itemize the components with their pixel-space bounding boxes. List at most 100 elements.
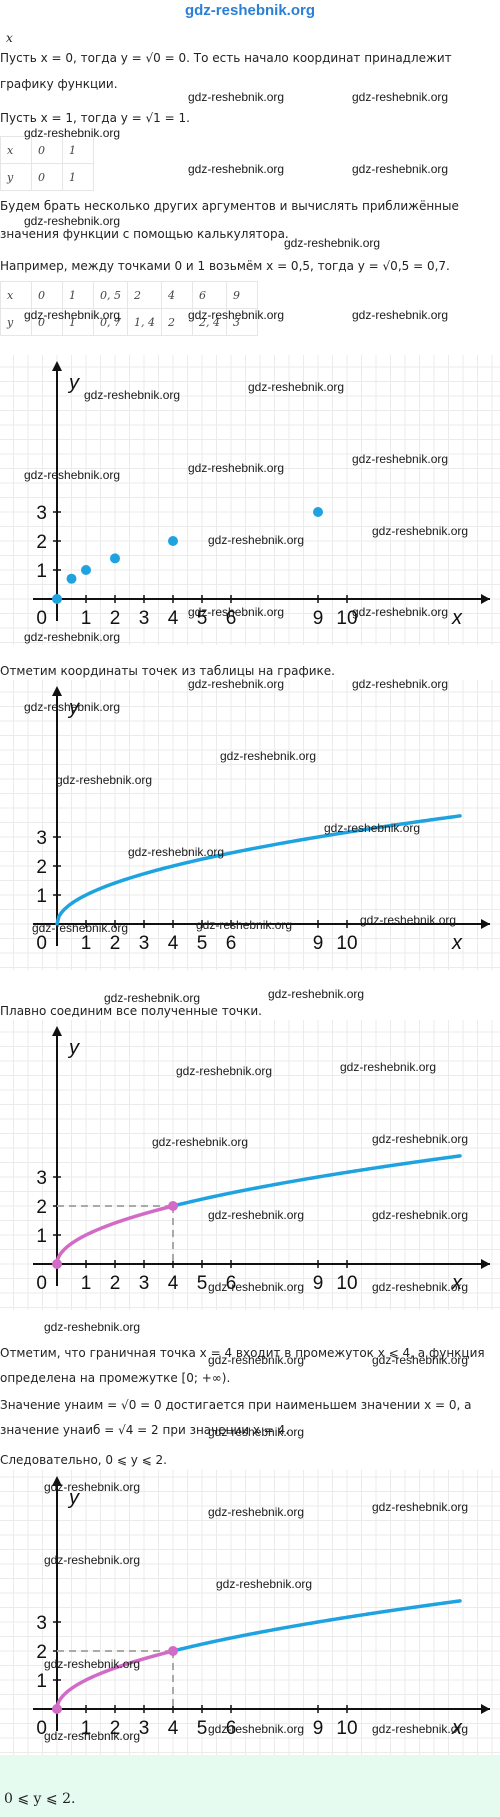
segment-endpoint	[52, 1704, 62, 1714]
watermark[interactable]: gdz-reshebnik.org	[216, 1577, 313, 1591]
x-tick-label: 1	[81, 933, 92, 954]
watermark[interactable]: gdz-reshebnik.org	[152, 1135, 249, 1149]
watermark[interactable]: gdz-reshebnik.org	[372, 1208, 469, 1222]
x-axis-arrow	[481, 919, 490, 929]
x-tick-label: 6	[226, 1273, 237, 1294]
table-heading-x: x	[6, 31, 13, 45]
watermark[interactable]: gdz-reshebnik.org	[372, 1722, 469, 1736]
watermark[interactable]: gdz-reshebnik.org	[208, 1353, 305, 1367]
watermark[interactable]: gdz-reshebnik.org	[208, 1505, 305, 1519]
watermark[interactable]: gdz-reshebnik.org	[24, 126, 121, 140]
watermark[interactable]: gdz-reshebnik.org	[352, 90, 449, 104]
x-tick-label: 6	[226, 608, 237, 629]
y-tick-label: 1	[36, 561, 47, 582]
watermark[interactable]: gdz-reshebnik.org	[32, 921, 129, 935]
watermark[interactable]: gdz-reshebnik.org	[352, 308, 449, 322]
x-tick-label: 3	[139, 933, 150, 954]
graph-segment: 1 2 3 4 5 6 9 10 1 2 3 0 x y	[0, 1020, 500, 1310]
watermark[interactable]: gdz-reshebnik.org	[24, 700, 121, 714]
watermark[interactable]: gdz-reshebnik.org	[196, 918, 293, 932]
table-cell: 0	[31, 308, 63, 336]
watermark[interactable]: gdz-reshebnik.org	[176, 1064, 273, 1078]
watermark[interactable]: gdz-reshebnik.org	[188, 308, 285, 322]
table-cell: 2, 4	[192, 308, 227, 336]
x-axis-arrow	[481, 1259, 490, 1269]
watermark[interactable]: gdz-reshebnik.org	[324, 821, 421, 835]
watermark[interactable]: gdz-reshebnik.org	[352, 605, 449, 619]
watermark[interactable]: gdz-reshebnik.org	[268, 987, 365, 1001]
watermark[interactable]: gdz-reshebnik.org	[208, 1280, 305, 1294]
answer-text: 0 ⩽ y ⩽ 2.	[4, 1791, 76, 1807]
watermark[interactable]: gdz-reshebnik.org	[128, 845, 225, 859]
table-row: x 0 1 0, 5 2 4 6 9	[0, 281, 258, 309]
watermark[interactable]: gdz-reshebnik.org	[56, 773, 153, 787]
watermark[interactable]: gdz-reshebnik.org	[208, 533, 305, 547]
x-tick-label: 6	[226, 1718, 237, 1739]
paragraph-x-one: Пусть x = 1, тогда y = √1 = 1.	[0, 111, 190, 125]
watermark[interactable]: gdz-reshebnik.org	[372, 524, 469, 538]
x-tick-label: 9	[313, 933, 324, 954]
data-point	[81, 565, 91, 575]
watermark[interactable]: gdz-reshebnik.org	[188, 90, 285, 104]
grid	[0, 680, 500, 970]
watermark[interactable]: gdz-reshebnik.org	[188, 162, 285, 176]
watermark[interactable]: gdz-reshebnik.org	[372, 1280, 469, 1294]
watermark[interactable]: gdz-reshebnik.org	[208, 1208, 305, 1222]
watermark[interactable]: gdz-reshebnik.org	[208, 1425, 305, 1439]
watermark[interactable]: gdz-reshebnik.org	[104, 991, 201, 1005]
x-axis-name: x	[451, 932, 463, 954]
table-cell: 0, 7	[93, 308, 128, 336]
grid	[0, 355, 500, 645]
watermark[interactable]: gdz-reshebnik.org	[372, 1353, 469, 1367]
function-curve-segment	[55, 1649, 175, 1711]
table-cell: 3	[226, 308, 258, 336]
watermark[interactable]: gdz-reshebnik.org	[24, 308, 121, 322]
watermark[interactable]: gdz-reshebnik.org	[352, 677, 449, 691]
watermark[interactable]: gdz-reshebnik.org	[360, 913, 457, 927]
watermark[interactable]: gdz-reshebnik.org	[188, 605, 285, 619]
watermark[interactable]: gdz-reshebnik.org	[44, 1553, 141, 1567]
watermark[interactable]: gdz-reshebnik.org	[220, 749, 317, 763]
paragraph-example: Например, между точками 0 и 1 возьмём x …	[0, 259, 450, 273]
x-tick-label: 6	[226, 933, 237, 954]
table-row: y 0 1	[0, 163, 94, 191]
y-axis-name: y	[67, 372, 80, 394]
watermark[interactable]: gdz-reshebnik.org	[24, 630, 121, 644]
watermark[interactable]: gdz-reshebnik.org	[24, 214, 121, 228]
paragraph-boundary-cont: определена на промежутке [0; +∞).	[0, 1371, 231, 1385]
origin-label: 0	[36, 1718, 47, 1739]
watermark[interactable]: gdz-reshebnik.org	[352, 452, 449, 466]
paragraph-boundary: Отметим, что граничная точка x = 4 входи…	[0, 1346, 485, 1360]
segment-endpoint	[168, 1646, 178, 1656]
data-point	[313, 507, 323, 517]
watermark[interactable]: gdz-reshebnik.org	[340, 1060, 437, 1074]
watermark[interactable]: gdz-reshebnik.org	[372, 1500, 469, 1514]
y-axis-arrow	[52, 1026, 62, 1036]
watermark[interactable]: gdz-reshebnik.org	[44, 1729, 141, 1743]
x-axis-arrow	[481, 1704, 490, 1714]
function-curve	[171, 1599, 462, 1653]
y-axis-arrow	[52, 1476, 62, 1486]
watermark[interactable]: gdz-reshebnik.org	[188, 677, 285, 691]
watermark[interactable]: gdz-reshebnik.org	[352, 162, 449, 176]
watermark[interactable]: gdz-reshebnik.org	[248, 380, 345, 394]
watermark[interactable]: gdz-reshebnik.org	[208, 1722, 305, 1736]
data-point	[110, 553, 120, 564]
y-axis-name: y	[67, 1037, 80, 1059]
x-tick-label: 4	[168, 1273, 179, 1294]
watermark[interactable]: gdz-reshebnik.org	[44, 1657, 141, 1671]
table-cell: 9	[226, 281, 258, 309]
watermark[interactable]: gdz-reshebnik.org	[44, 1480, 141, 1494]
paragraph-connect: Плавно соединим все полученные точки.	[0, 1004, 262, 1018]
watermark[interactable]: gdz-reshebnik.org	[44, 1320, 141, 1334]
watermark[interactable]: gdz-reshebnik.org	[24, 468, 121, 482]
x-tick-label: 5	[197, 1273, 208, 1294]
paragraph-approx-cont: значения функции с помощью калькулятора.	[0, 227, 289, 241]
watermark[interactable]: gdz-reshebnik.org	[84, 388, 181, 402]
watermark[interactable]: gdz-reshebnik.org	[372, 1132, 469, 1146]
site-header-logo[interactable]: gdz-reshebnik.org	[184, 2, 315, 19]
watermark[interactable]: gdz-reshebnik.org	[284, 236, 381, 250]
graph-points: 1 2 3 4 5 6 9 10 1 2 3 0 x y	[0, 355, 500, 645]
watermark[interactable]: gdz-reshebnik.org	[188, 461, 285, 475]
